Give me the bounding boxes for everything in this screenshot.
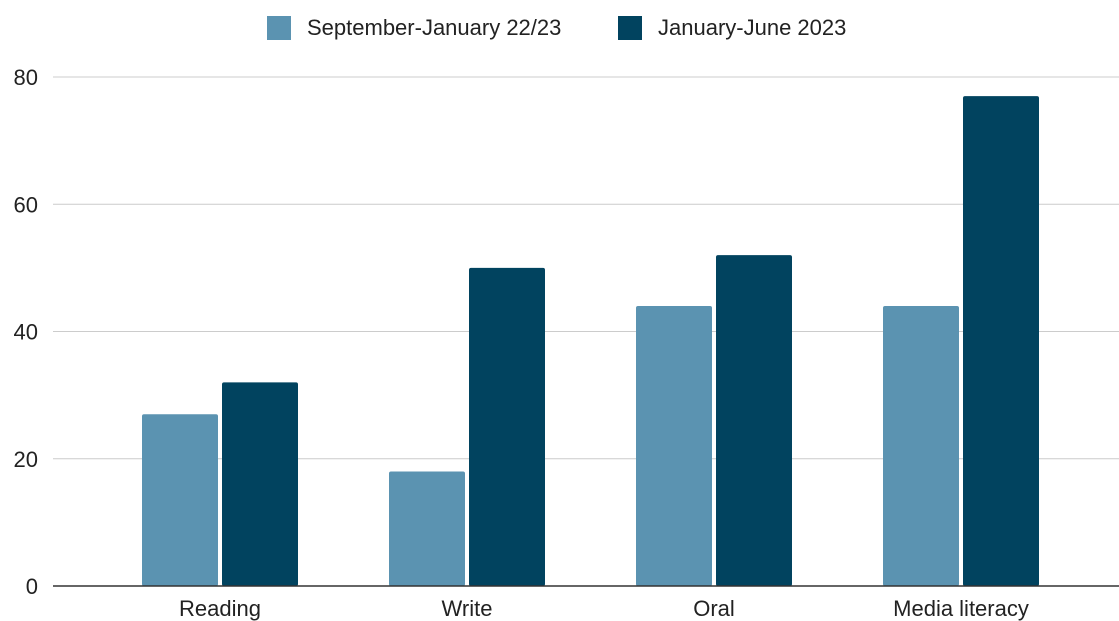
bars — [142, 96, 1039, 587]
y-axis: 0 20 40 60 80 — [14, 65, 38, 599]
bar-reading-series-2 — [222, 382, 298, 586]
y-tick-label: 60 — [14, 192, 38, 217]
x-tick-label: Reading — [179, 596, 261, 621]
bar-write-series-2 — [469, 267, 545, 586]
x-tick-label: Write — [442, 596, 493, 621]
y-tick-label: 0 — [26, 574, 38, 599]
legend-swatch-series-1 — [267, 16, 291, 40]
bar-media-literacy-series-2 — [963, 96, 1039, 587]
x-axis: Reading Write Oral Media literacy — [53, 585, 1119, 621]
gridlines — [53, 76, 1119, 460]
bar-reading-series-1 — [142, 414, 218, 586]
y-tick-label: 40 — [14, 320, 38, 345]
legend-swatch-series-2 — [618, 16, 642, 40]
legend-label-series-2: January-June 2023 — [658, 15, 846, 40]
bar-oral-series-2 — [716, 255, 792, 586]
bar-oral-series-1 — [636, 306, 712, 586]
x-tick-label: Oral — [693, 596, 735, 621]
bar-write-series-1 — [389, 471, 465, 586]
bar-media-literacy-series-1 — [883, 306, 959, 586]
y-tick-label: 80 — [14, 65, 38, 90]
legend: September-January 22/23 January-June 202… — [267, 15, 846, 40]
x-tick-label: Media literacy — [893, 596, 1029, 621]
legend-label-series-1: September-January 22/23 — [307, 15, 561, 40]
y-tick-label: 20 — [14, 447, 38, 472]
